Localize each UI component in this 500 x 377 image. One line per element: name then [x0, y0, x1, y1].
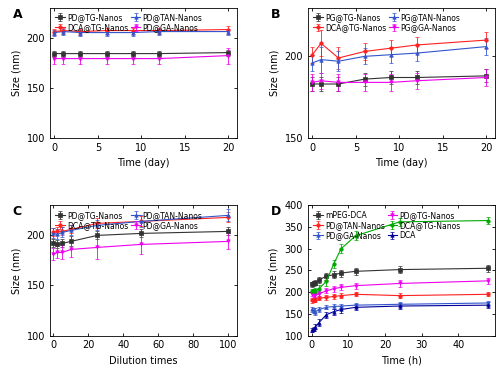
- X-axis label: Time (day): Time (day): [117, 158, 170, 168]
- X-axis label: Dilution times: Dilution times: [109, 356, 178, 366]
- Y-axis label: Size (nm): Size (nm): [269, 247, 279, 294]
- Legend: mPEG-DCA, PD@TAN-Nanos, PD@GA-Nanos, PD@TG-Nanos, DCA@TG-Nanos, DCA: mPEG-DCA, PD@TAN-Nanos, PD@GA-Nanos, PD@…: [312, 209, 462, 242]
- Text: C: C: [12, 205, 22, 218]
- X-axis label: Time (day): Time (day): [376, 158, 428, 168]
- Text: B: B: [270, 8, 280, 20]
- Y-axis label: Size (nm): Size (nm): [269, 49, 279, 96]
- Legend: PG@TG-Nanos, DCA@TG-Nanos, PG@TAN-Nanos, PG@GA-Nanos: PG@TG-Nanos, DCA@TG-Nanos, PG@TAN-Nanos,…: [312, 11, 462, 34]
- Text: D: D: [270, 205, 281, 218]
- Legend: PD@TG-Nanos, DCA@TG-Nanos, PD@TAN-Nanos, PD@GA-Nanos: PD@TG-Nanos, DCA@TG-Nanos, PD@TAN-Nanos,…: [54, 11, 204, 34]
- X-axis label: Time (h): Time (h): [381, 356, 422, 366]
- Y-axis label: Size (nm): Size (nm): [11, 49, 21, 96]
- Y-axis label: Size (nm): Size (nm): [11, 247, 21, 294]
- Text: A: A: [12, 8, 22, 20]
- Legend: PD@TG-Nanos, DCA@TG-Nanos, PD@TAN-Nanos, PD@GA-Nanos: PD@TG-Nanos, DCA@TG-Nanos, PD@TAN-Nanos,…: [54, 209, 204, 231]
